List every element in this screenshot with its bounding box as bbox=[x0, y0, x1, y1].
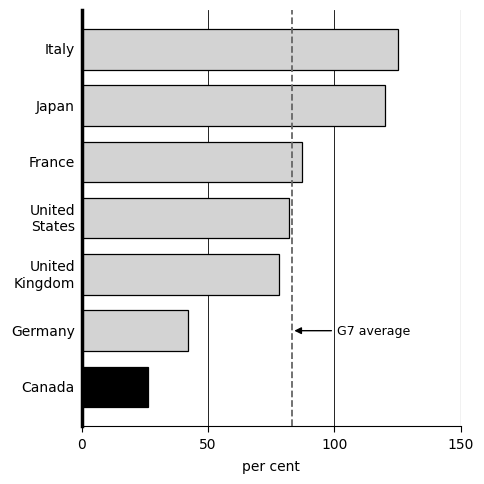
Bar bbox=[82, 311, 188, 351]
Bar bbox=[82, 367, 147, 408]
Bar bbox=[82, 142, 301, 183]
X-axis label: per cent: per cent bbox=[242, 459, 300, 473]
Bar bbox=[82, 86, 384, 126]
Bar bbox=[82, 198, 288, 239]
Text: G7 average: G7 average bbox=[295, 324, 409, 337]
Bar bbox=[82, 255, 278, 295]
Bar bbox=[82, 30, 397, 70]
